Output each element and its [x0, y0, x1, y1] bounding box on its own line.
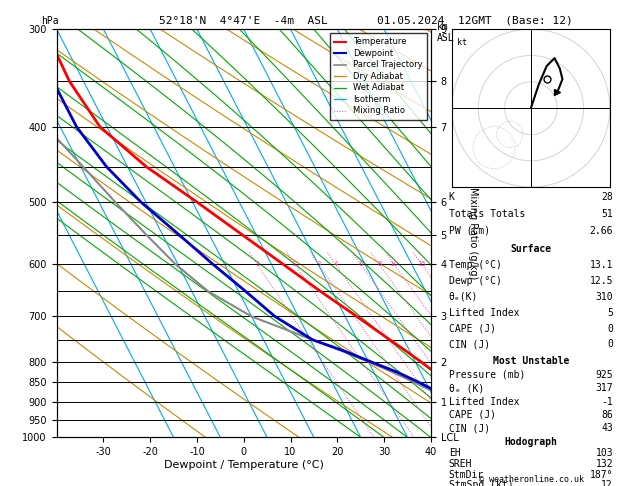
- Text: θₑ(K): θₑ(K): [448, 292, 478, 302]
- Text: 52°18'N  4°47'E  -4m  ASL: 52°18'N 4°47'E -4m ASL: [159, 16, 328, 26]
- Text: 310: 310: [596, 292, 613, 302]
- Text: CIN (J): CIN (J): [448, 423, 490, 434]
- Text: 3: 3: [316, 261, 321, 267]
- Text: 2.66: 2.66: [589, 226, 613, 236]
- Text: 925: 925: [596, 370, 613, 380]
- Text: 12.5: 12.5: [589, 276, 613, 286]
- Text: CAPE (J): CAPE (J): [448, 324, 496, 333]
- Text: 187°: 187°: [589, 469, 613, 480]
- Text: Hodograph: Hodograph: [504, 437, 557, 447]
- Y-axis label: Mixing Ratio (g/kg): Mixing Ratio (g/kg): [468, 187, 478, 279]
- Text: km: km: [437, 22, 449, 32]
- Text: 4: 4: [333, 261, 338, 267]
- Text: -1: -1: [601, 397, 613, 407]
- Text: hPa: hPa: [41, 16, 58, 26]
- Text: 28: 28: [601, 192, 613, 202]
- Text: ASL: ASL: [437, 33, 455, 43]
- Text: 15: 15: [417, 261, 426, 267]
- Text: Totals Totals: Totals Totals: [448, 209, 525, 219]
- Text: Surface: Surface: [510, 244, 552, 255]
- Text: StmDir: StmDir: [448, 469, 484, 480]
- Text: 0: 0: [607, 324, 613, 333]
- Text: 51: 51: [601, 209, 613, 219]
- Text: EH: EH: [448, 448, 460, 458]
- Text: 5: 5: [607, 308, 613, 318]
- Text: 6: 6: [359, 261, 363, 267]
- Text: θₑ (K): θₑ (K): [448, 383, 484, 393]
- Text: PW (cm): PW (cm): [448, 226, 490, 236]
- Text: 317: 317: [596, 383, 613, 393]
- Text: 43: 43: [601, 423, 613, 434]
- Text: 8: 8: [377, 261, 382, 267]
- Text: 0: 0: [607, 339, 613, 349]
- Text: StmSpd (kt): StmSpd (kt): [448, 481, 513, 486]
- Text: © weatheronline.co.uk: © weatheronline.co.uk: [479, 474, 584, 484]
- Text: 10: 10: [389, 261, 399, 267]
- Text: 01.05.2024  12GMT  (Base: 12): 01.05.2024 12GMT (Base: 12): [377, 16, 573, 26]
- Text: Lifted Index: Lifted Index: [448, 397, 519, 407]
- Text: CAPE (J): CAPE (J): [448, 410, 496, 420]
- Text: 2: 2: [292, 261, 297, 267]
- Text: SREH: SREH: [448, 459, 472, 469]
- Text: 132: 132: [596, 459, 613, 469]
- Text: Dewp (°C): Dewp (°C): [448, 276, 501, 286]
- Text: 13.1: 13.1: [589, 260, 613, 270]
- Text: 103: 103: [596, 448, 613, 458]
- Text: K: K: [448, 192, 455, 202]
- Text: 12: 12: [601, 481, 613, 486]
- Text: Most Unstable: Most Unstable: [493, 356, 569, 366]
- Legend: Temperature, Dewpoint, Parcel Trajectory, Dry Adiabat, Wet Adiabat, Isotherm, Mi: Temperature, Dewpoint, Parcel Trajectory…: [330, 34, 426, 120]
- Text: Temp (°C): Temp (°C): [448, 260, 501, 270]
- Text: 86: 86: [601, 410, 613, 420]
- X-axis label: Dewpoint / Temperature (°C): Dewpoint / Temperature (°C): [164, 460, 324, 470]
- Text: kt: kt: [457, 38, 467, 47]
- Text: Lifted Index: Lifted Index: [448, 308, 519, 318]
- Text: CIN (J): CIN (J): [448, 339, 490, 349]
- Text: Pressure (mb): Pressure (mb): [448, 370, 525, 380]
- Text: 1: 1: [255, 261, 259, 267]
